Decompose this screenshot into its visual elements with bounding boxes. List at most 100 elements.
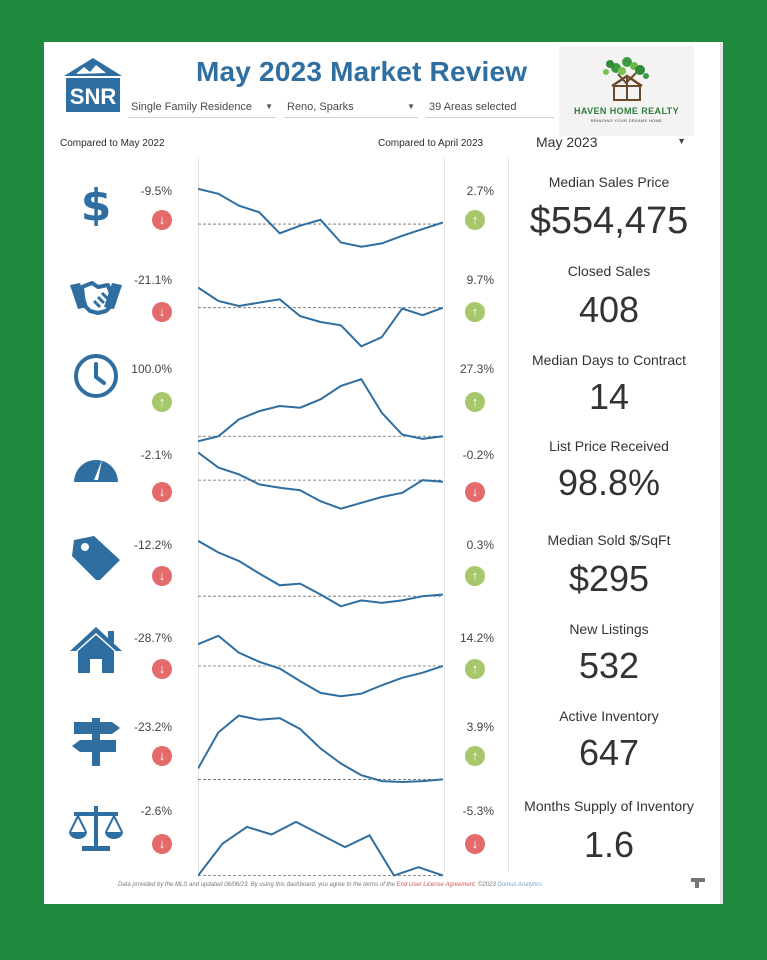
mom-change: 14.2% xyxy=(459,631,494,645)
yoy-change: -2.1% xyxy=(140,448,172,462)
month-selector[interactable]: May 2023 ▼ xyxy=(536,134,686,150)
yoy-change: -23.2% xyxy=(133,720,172,734)
yoy-change: -2.6% xyxy=(140,804,172,818)
metric-label: List Price Received xyxy=(549,438,669,454)
arrow-down-icon: ↓ xyxy=(152,566,172,586)
sparkline xyxy=(198,378,443,443)
arrow-up-icon: ↑ xyxy=(465,392,485,412)
chevron-down-icon: ▼ xyxy=(265,102,273,111)
chevron-down-icon: ▼ xyxy=(677,136,686,146)
logo-text: SNR xyxy=(70,84,117,109)
arrow-down-icon: ↓ xyxy=(152,834,172,854)
page-title: May 2023 Market Review xyxy=(196,56,528,87)
filter-areas[interactable]: 39 Areas selected xyxy=(426,98,554,118)
compare-left-label: Compared to May 2022 xyxy=(60,138,165,149)
brand-tagline: BRINGING YOUR DREAMS HOME xyxy=(590,118,663,123)
metric-value: 1.6 xyxy=(583,824,635,865)
speedometer-icon xyxy=(74,460,118,482)
arrow-up-icon: ↑ xyxy=(465,566,485,586)
sparkline xyxy=(198,714,443,784)
clock-icon xyxy=(74,354,118,398)
share-icon[interactable] xyxy=(690,876,706,890)
arrow-down-icon: ↓ xyxy=(465,834,485,854)
yoy-change: 100.0% xyxy=(131,362,172,376)
sparkline xyxy=(198,634,443,698)
month-selector-value: May 2023 xyxy=(536,134,598,150)
sparkline xyxy=(198,187,443,248)
metric-value: 647 xyxy=(578,732,640,773)
yoy-change: -12.2% xyxy=(133,538,172,552)
dashboard-card: SNR May 2023 Market Review Single Family… xyxy=(44,42,723,904)
sparkline-series xyxy=(198,539,443,608)
sparkline-series xyxy=(198,634,443,698)
mom-change: 27.3% xyxy=(459,362,494,376)
yoy-change: -9.5% xyxy=(140,184,172,198)
eula-link[interactable]: End User License Agreement. xyxy=(396,882,477,888)
sparkline-series xyxy=(198,820,443,877)
metric-label: Active Inventory xyxy=(559,708,659,724)
sparkline-series xyxy=(198,286,443,348)
arrow-down-icon: ↓ xyxy=(152,302,172,322)
sparkline xyxy=(198,539,443,608)
arrow-down-icon: ↓ xyxy=(465,482,485,502)
column-divider xyxy=(198,157,199,872)
sparkline-series xyxy=(198,714,443,784)
footer: Data provided by the MLS and updated 06/… xyxy=(118,882,542,888)
metric-value: 532 xyxy=(578,645,640,686)
mom-change: 3.9% xyxy=(466,720,494,734)
company-link[interactable]: Domus Analytics xyxy=(497,882,542,888)
sparkline xyxy=(198,286,443,348)
filter-city-value: Reno, Sparks xyxy=(287,101,354,113)
metric-label: Closed Sales xyxy=(567,263,651,279)
filter-areas-value: 39 Areas selected xyxy=(429,101,517,113)
chevron-down-icon: ▼ xyxy=(407,102,415,111)
filter-property-type-value: Single Family Residence xyxy=(131,101,253,113)
metric-label: Median Sold $/SqFt xyxy=(547,532,671,548)
yoy-change: -21.1% xyxy=(133,273,172,287)
brand-name: HAVEN HOME REALTY xyxy=(574,106,679,116)
metric-value: 408 xyxy=(578,289,640,330)
scale-icon xyxy=(69,806,123,851)
svg-text:$: $ xyxy=(81,180,112,226)
tree-house-icon xyxy=(603,57,649,101)
sparkline-series xyxy=(198,451,443,510)
metric-value: 98.8% xyxy=(557,462,661,503)
compare-right-label: Compared to April 2023 xyxy=(378,138,484,149)
snr-logo: SNR xyxy=(64,58,122,112)
sparkline xyxy=(198,820,443,877)
metric-value: 14 xyxy=(588,376,630,417)
column-divider xyxy=(508,157,509,872)
arrow-down-icon: ↓ xyxy=(152,482,172,502)
yoy-change: -28.7% xyxy=(133,631,172,645)
card-edge xyxy=(720,42,723,904)
arrow-up-icon: ↑ xyxy=(465,659,485,679)
dollar-icon: $ xyxy=(81,180,112,226)
signpost-icon xyxy=(72,718,120,766)
mom-change: -5.3% xyxy=(462,804,494,818)
mom-change: 9.7% xyxy=(466,273,494,287)
arrow-up-icon: ↑ xyxy=(465,210,485,230)
arrow-up-icon: ↑ xyxy=(465,302,485,322)
arrow-down-icon: ↓ xyxy=(152,210,172,230)
handshake-icon xyxy=(70,281,122,315)
arrow-up-icon: ↑ xyxy=(152,392,172,412)
metric-value: $554,475 xyxy=(529,200,689,242)
metric-label: Median Sales Price xyxy=(548,174,670,190)
metric-label: Months Supply of Inventory xyxy=(524,798,694,814)
mom-change: -0.2% xyxy=(462,448,494,462)
house-icon xyxy=(70,627,122,673)
filter-city[interactable]: Reno, Sparks ▼ xyxy=(284,98,418,118)
footer-copyright: ©2023 xyxy=(478,882,496,888)
sparkline-series xyxy=(198,378,443,443)
filter-property-type[interactable]: Single Family Residence ▼ xyxy=(128,98,276,118)
price-tag-icon xyxy=(72,536,120,580)
metric-value: $295 xyxy=(568,558,650,599)
mom-change: 2.7% xyxy=(466,184,494,198)
sparkline-series xyxy=(198,187,443,248)
sparkline xyxy=(198,451,443,510)
footer-text: Data provided by the MLS and updated 06/… xyxy=(118,882,395,888)
metric-label: New Listings xyxy=(569,621,649,637)
mom-change: 0.3% xyxy=(466,538,494,552)
arrow-up-icon: ↑ xyxy=(465,746,485,766)
arrow-down-icon: ↓ xyxy=(152,746,172,766)
